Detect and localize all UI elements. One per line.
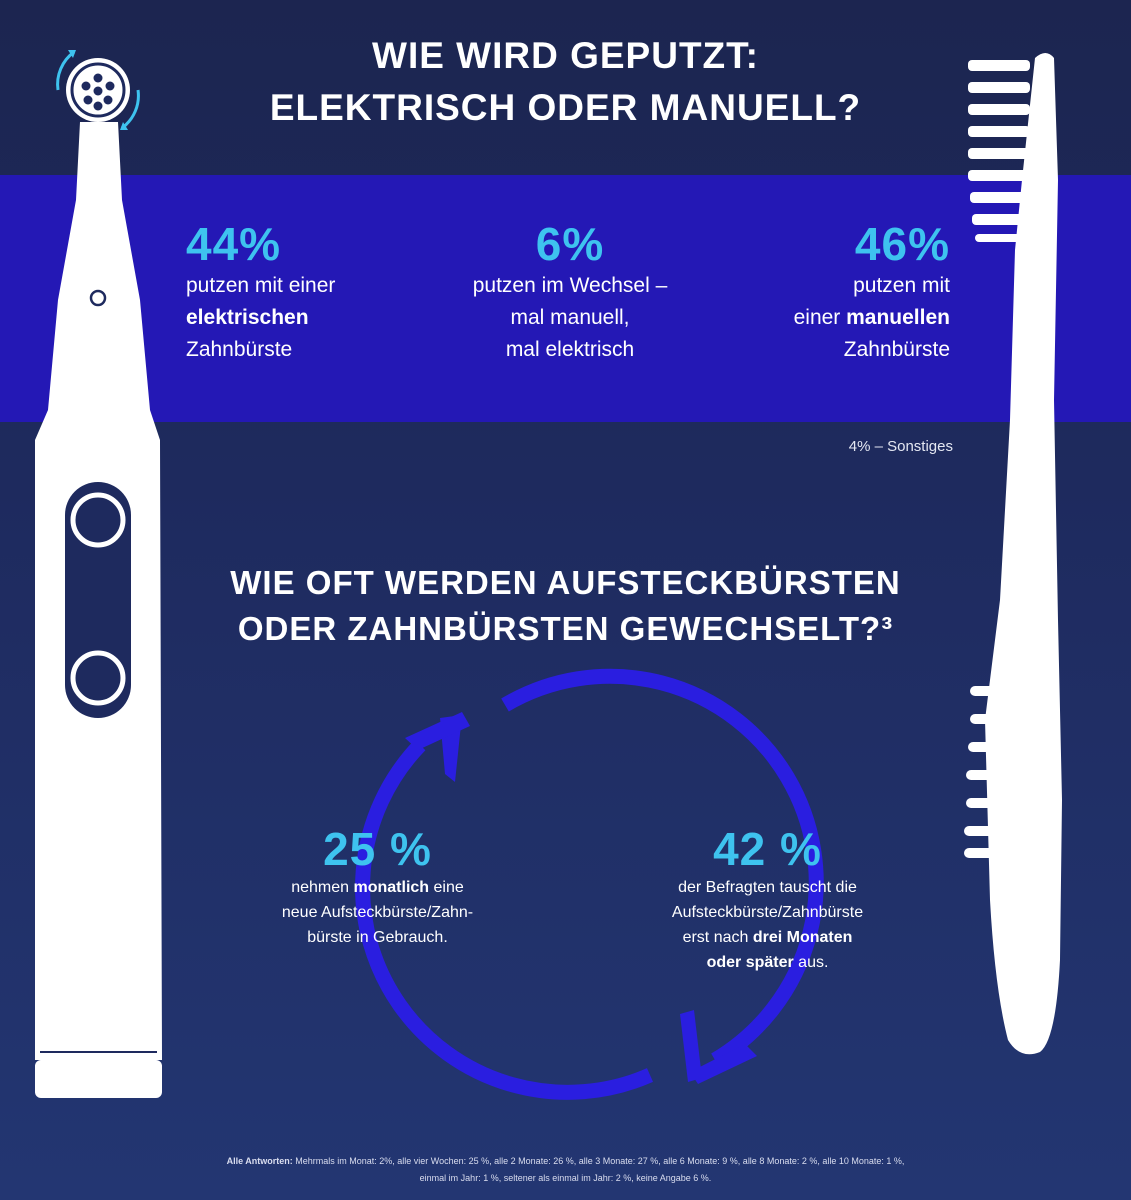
cycle-monthly-description: nehmen monatlich eine neue Aufsteckbürst… <box>255 875 500 950</box>
footnote-label: Alle Antworten: <box>226 1156 293 1166</box>
stat-alternating-percent: 6% <box>535 218 605 270</box>
cycle-arrowheads <box>405 712 757 1084</box>
cycle-three-months-bold1: drei Monaten <box>752 929 853 946</box>
stat-manual-percent: 46% <box>854 218 950 270</box>
other-note: 4% – Sonstiges <box>848 438 953 455</box>
cycle-three-months-description: der Befragten tauscht die Aufsteckbürste… <box>640 875 895 975</box>
stat-electric-description: putzen mit einer elektrischen Zahnbürste <box>186 270 426 366</box>
cycle-stat-three-months: 42 % der Befragten tauscht die Aufsteckb… <box>640 823 895 975</box>
manual-toothbrush-icon <box>964 53 1062 1055</box>
stat-alternating: 6% putzen im Wechsel – mal manuell, mal … <box>430 218 710 366</box>
cycle-monthly-percent: 25 % <box>323 823 432 875</box>
stat-manual: 46% putzen mit einer manuellen Zahnbürst… <box>700 218 950 366</box>
cycle-monthly-line3: bürste in Gebrauch. <box>307 929 448 946</box>
stat-electric-line1: putzen mit einer <box>186 274 336 297</box>
main-title: WIE WIRD GEPUTZT: ELEKTRISCH ODER MANUEL… <box>0 30 1131 134</box>
stat-electric-line3: Zahnbürste <box>186 338 293 361</box>
stat-manual-line1: putzen mit <box>853 274 950 297</box>
stat-manual-line3: Zahnbürste <box>843 338 950 361</box>
main-title-line2: ELEKTRISCH ODER MANUELL? <box>269 87 862 128</box>
stat-manual-line2-pre: einer <box>793 306 847 329</box>
stat-electric-percent: 44% <box>186 218 282 270</box>
stat-electric: 44% putzen mit einer elektrischen Zahnbü… <box>186 218 426 366</box>
stat-manual-description: putzen mit einer manuellen Zahnbürste <box>700 270 950 366</box>
cycle-three-months-line3-pre: erst nach <box>682 929 753 946</box>
footnote: Alle Antworten: Mehrmals im Monat: 2%, a… <box>60 1153 1071 1187</box>
cycle-three-months-bold2: oder später <box>706 954 794 971</box>
stat-alternating-description: putzen im Wechsel – mal manuell, mal ele… <box>430 270 710 366</box>
cycle-monthly-line2: neue Aufsteckbürste/Zahn- <box>281 904 474 921</box>
footnote-line2: einmal im Jahr: 1 %, seltener als einmal… <box>419 1173 712 1183</box>
stat-alternating-line2: mal manuell, <box>510 306 630 329</box>
main-title-line1: WIE WIRD GEPUTZT: <box>372 35 759 76</box>
subtitle: WIE OFT WERDEN AUFSTECKBÜRSTEN ODER ZAHN… <box>0 560 1131 652</box>
stat-alternating-line1: putzen im Wechsel – <box>472 274 668 297</box>
stat-electric-bold: elektrischen <box>186 306 309 329</box>
cycle-three-months-line1: der Befragten tauscht die <box>678 879 857 896</box>
cycle-arrows-icon <box>355 668 824 1100</box>
electric-toothbrush-icon <box>35 50 162 1098</box>
cycle-three-months-percent: 42 % <box>713 823 822 875</box>
cycle-monthly-bold: monatlich <box>353 879 430 896</box>
cycle-monthly-pre: nehmen <box>291 879 354 896</box>
footnote-line1: Mehrmals im Monat: 2%, alle vier Wochen:… <box>292 1156 905 1166</box>
highlight-band <box>0 175 1131 422</box>
stat-manual-bold: manuellen <box>846 306 950 329</box>
cycle-monthly-post: eine <box>429 879 464 896</box>
subtitle-line1: WIE OFT WERDEN AUFSTECKBÜRSTEN <box>230 564 901 601</box>
cycle-stat-monthly: 25 % nehmen monatlich eine neue Aufsteck… <box>255 823 500 950</box>
stat-alternating-line3: mal elektrisch <box>505 338 635 361</box>
cycle-three-months-line4-post: aus. <box>793 954 829 971</box>
subtitle-line2: ODER ZAHNBÜRSTEN GEWECHSELT?³ <box>237 610 894 647</box>
cycle-three-months-line2: Aufsteckbürste/Zahnbürste <box>671 904 864 921</box>
